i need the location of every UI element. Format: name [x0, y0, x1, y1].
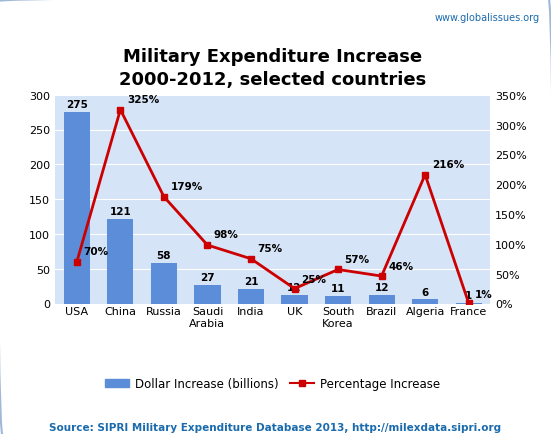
- Bar: [151, 263, 177, 304]
- Title: Military Expenditure Increase
2000-2012, selected countries: Military Expenditure Increase 2000-2012,…: [119, 48, 426, 89]
- Text: 216%: 216%: [431, 159, 464, 169]
- Percentage Increase: [247, 256, 254, 262]
- Text: 25%: 25%: [301, 274, 326, 284]
- Percentage Increase: [73, 260, 80, 265]
- Percentage Increase: [465, 301, 472, 306]
- Bar: [282, 296, 307, 304]
- Bar: [64, 113, 90, 304]
- Bar: [456, 303, 482, 304]
- Text: 75%: 75%: [257, 243, 283, 253]
- Text: 1%: 1%: [475, 289, 493, 299]
- Percentage Increase: [378, 274, 385, 279]
- Text: 12: 12: [374, 283, 389, 293]
- Bar: [369, 296, 395, 304]
- Text: 179%: 179%: [170, 181, 203, 191]
- Text: 57%: 57%: [344, 254, 370, 264]
- Line: Percentage Increase: Percentage Increase: [73, 107, 472, 307]
- Text: 98%: 98%: [214, 230, 239, 240]
- Text: Source: SIPRI Military Expenditure Database 2013, http://milexdata.sipri.org: Source: SIPRI Military Expenditure Datab…: [50, 422, 501, 432]
- Text: 27: 27: [200, 272, 215, 282]
- Text: 11: 11: [331, 283, 345, 293]
- Percentage Increase: [204, 243, 210, 248]
- Text: 121: 121: [110, 207, 131, 217]
- Text: 58: 58: [156, 251, 171, 261]
- Percentage Increase: [422, 173, 429, 178]
- Legend: Dollar Increase (billions), Percentage Increase: Dollar Increase (billions), Percentage I…: [101, 372, 445, 395]
- Bar: [195, 285, 220, 304]
- Text: 21: 21: [244, 276, 258, 286]
- Percentage Increase: [334, 267, 341, 273]
- Percentage Increase: [291, 286, 298, 292]
- Bar: [325, 296, 351, 304]
- Text: www.globalissues.org: www.globalissues.org: [435, 13, 540, 23]
- Text: 325%: 325%: [127, 95, 159, 105]
- Bar: [412, 299, 438, 304]
- Text: 70%: 70%: [83, 246, 109, 256]
- Text: 6: 6: [422, 287, 429, 297]
- Text: 275: 275: [66, 100, 88, 110]
- Bar: [238, 289, 264, 304]
- Text: 12: 12: [287, 283, 302, 293]
- Text: 1: 1: [465, 290, 472, 300]
- Text: 46%: 46%: [388, 262, 413, 272]
- Percentage Increase: [117, 108, 123, 113]
- Bar: [107, 220, 133, 304]
- Percentage Increase: [161, 195, 168, 200]
